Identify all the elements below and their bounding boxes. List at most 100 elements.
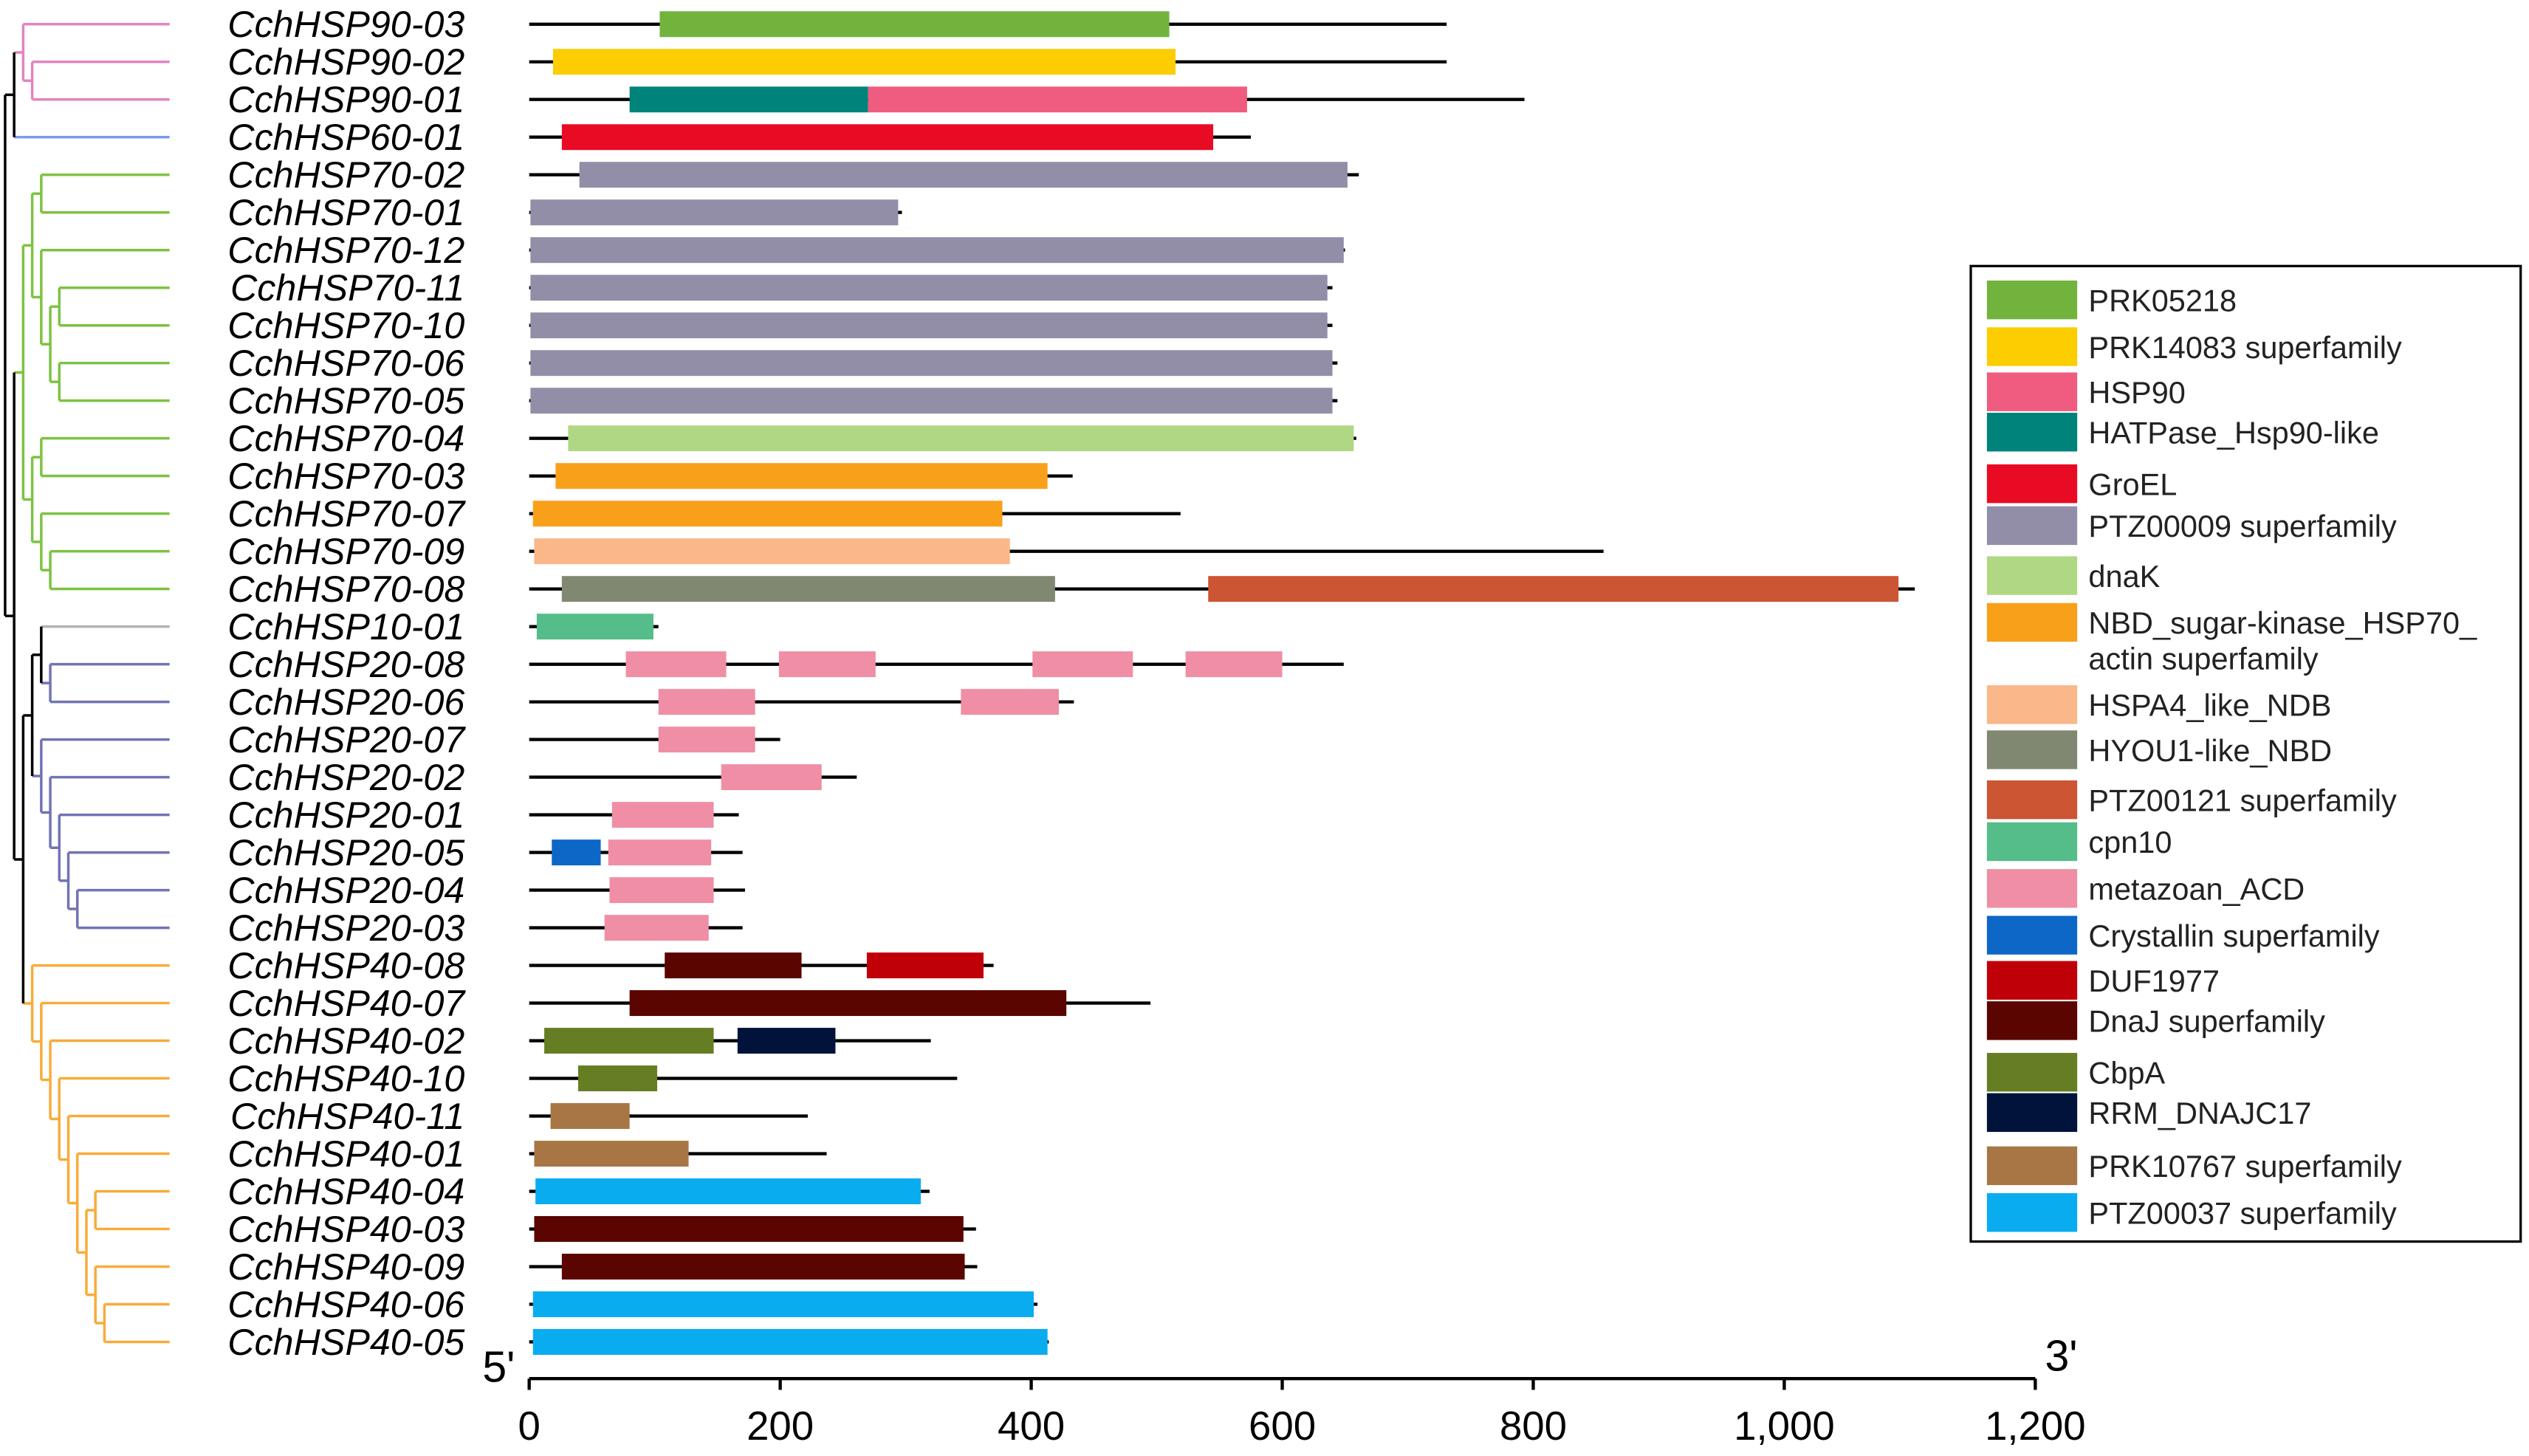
gene-structure-row (529, 990, 1151, 1017)
domain-block (659, 11, 1170, 38)
legend-label: HSP90 (2088, 375, 2185, 410)
domain-block (532, 1291, 1034, 1317)
gene-label: CchHSP20-07 (227, 719, 466, 760)
domain-block (555, 463, 1048, 490)
gene-structure-row (529, 1065, 958, 1092)
gene-structure-row (529, 1103, 809, 1130)
gene-label: CchHSP70-08 (227, 569, 464, 610)
gene-structure-row (529, 952, 994, 979)
gene-labels: CchHSP90-03CchHSP90-02CchHSP90-01CchHSP6… (227, 4, 466, 1363)
gene-label: CchHSP40-10 (227, 1058, 464, 1099)
domain-block (579, 162, 1348, 188)
gene-structure-row (529, 576, 1915, 602)
legend-swatch (1986, 1146, 2078, 1186)
gene-structure-row (529, 839, 743, 866)
legend-label: PRK05218 (2088, 283, 2237, 317)
gene-label: CchHSP20-05 (227, 832, 465, 873)
domain-block (625, 651, 727, 678)
gene-structure-row (529, 1291, 1038, 1317)
legend-label: cpn10 (2088, 825, 2172, 859)
domain-block (611, 802, 714, 828)
gene-label: CchHSP90-03 (227, 4, 464, 45)
domain-block (1185, 651, 1283, 678)
domain-block (604, 915, 709, 941)
gene-label: CchHSP70-04 (227, 418, 464, 459)
legend-label: actin superfamily (2088, 641, 2319, 676)
legend-swatch (1986, 822, 2078, 862)
domain-structures (529, 11, 1915, 1355)
domain-block (737, 1028, 836, 1054)
domain-block (577, 1065, 658, 1092)
gene-label: CchHSP40-02 (227, 1020, 464, 1062)
legend-swatch (1986, 916, 2078, 955)
legend-label: HSPA4_like_NDB (2088, 688, 2331, 723)
legend-label: DnaJ superfamily (2088, 1004, 2325, 1039)
phylogenetic-tree (4, 23, 170, 1344)
gene-label: CchHSP20-06 (227, 681, 464, 723)
legend-swatch (1986, 327, 2078, 366)
legend-label: GroEL (2088, 467, 2177, 501)
legend-label: NBD_sugar-kinase_HSP70_ (2088, 605, 2477, 640)
tick-label: 200 (747, 1404, 814, 1449)
tick-label: 1,000 (1734, 1404, 1835, 1449)
legend-swatch (1986, 372, 2078, 411)
domain-block (609, 877, 714, 904)
domain-block (534, 1216, 964, 1242)
gene-structure-row (529, 727, 780, 753)
gene-label: CchHSP70-09 (227, 531, 464, 572)
gene-structure-row (529, 1028, 931, 1054)
tick-label: 400 (998, 1404, 1065, 1449)
legend-label: DUF1977 (2088, 964, 2220, 998)
gene-structure-row (529, 689, 1074, 715)
gene-structure-row (529, 350, 1338, 377)
tick-label: 600 (1249, 1404, 1316, 1449)
domain-block (532, 501, 1003, 527)
gene-label: CchHSP70-03 (227, 456, 464, 497)
gene-structure-row (529, 1254, 978, 1280)
legend-label: HYOU1-like_NBD (2088, 733, 2332, 768)
legend-swatch (1986, 464, 2078, 504)
gene-structure-row (529, 877, 746, 904)
gene-structure-row (529, 86, 1525, 113)
legend: PRK05218 PRK14083 superfamily HSP90 HATPase… (1969, 264, 2522, 1243)
gene-label: CchHSP90-01 (227, 79, 464, 120)
legend-swatch (1986, 1001, 2078, 1040)
gene-structure-row (529, 312, 1333, 339)
legend-swatch (1986, 685, 2078, 724)
domain-block (552, 49, 1176, 75)
gene-label: CchHSP70-11 (230, 267, 464, 309)
legend-label: CbpA (2088, 1056, 2165, 1091)
gene-structure-row (529, 1141, 827, 1167)
gene-label: CchHSP40-09 (227, 1246, 464, 1288)
domain-block (961, 689, 1059, 715)
domain-block (534, 1141, 689, 1167)
domain-block (868, 86, 1247, 113)
gene-structure-row (529, 764, 857, 791)
gene-structure-row (529, 275, 1333, 301)
tick-label: 800 (1500, 1404, 1567, 1449)
legend-swatch (1986, 506, 2078, 546)
legend-swatch (1986, 1193, 2078, 1232)
gene-label: CchHSP20-02 (227, 757, 464, 798)
domain-block (658, 727, 755, 753)
legend-label: PRK14083 superfamily (2088, 330, 2402, 365)
legend-label: HATPase_Hsp90-like (2088, 416, 2379, 450)
three-prime-label: 3' (2045, 1332, 2077, 1380)
domain-block (561, 1254, 965, 1280)
domain-block (721, 764, 822, 791)
domain-block (530, 312, 1328, 339)
domain-block (778, 651, 876, 678)
domain-block (1032, 651, 1133, 678)
legend-label: PTZ00121 superfamily (2088, 783, 2397, 817)
gene-structure-row (529, 425, 1356, 452)
gene-label: CchHSP20-01 (227, 794, 464, 836)
domain-block (568, 425, 1354, 452)
five-prime-label: 5' (482, 1344, 515, 1392)
gene-structure-row (529, 915, 743, 941)
domain-block (530, 237, 1344, 264)
gene-structure-row (529, 237, 1345, 264)
gene-structure-row (529, 1329, 1049, 1355)
gene-label: CchHSP40-08 (227, 945, 464, 986)
domain-block (536, 614, 653, 640)
gene-label: CchHSP40-06 (227, 1284, 464, 1325)
